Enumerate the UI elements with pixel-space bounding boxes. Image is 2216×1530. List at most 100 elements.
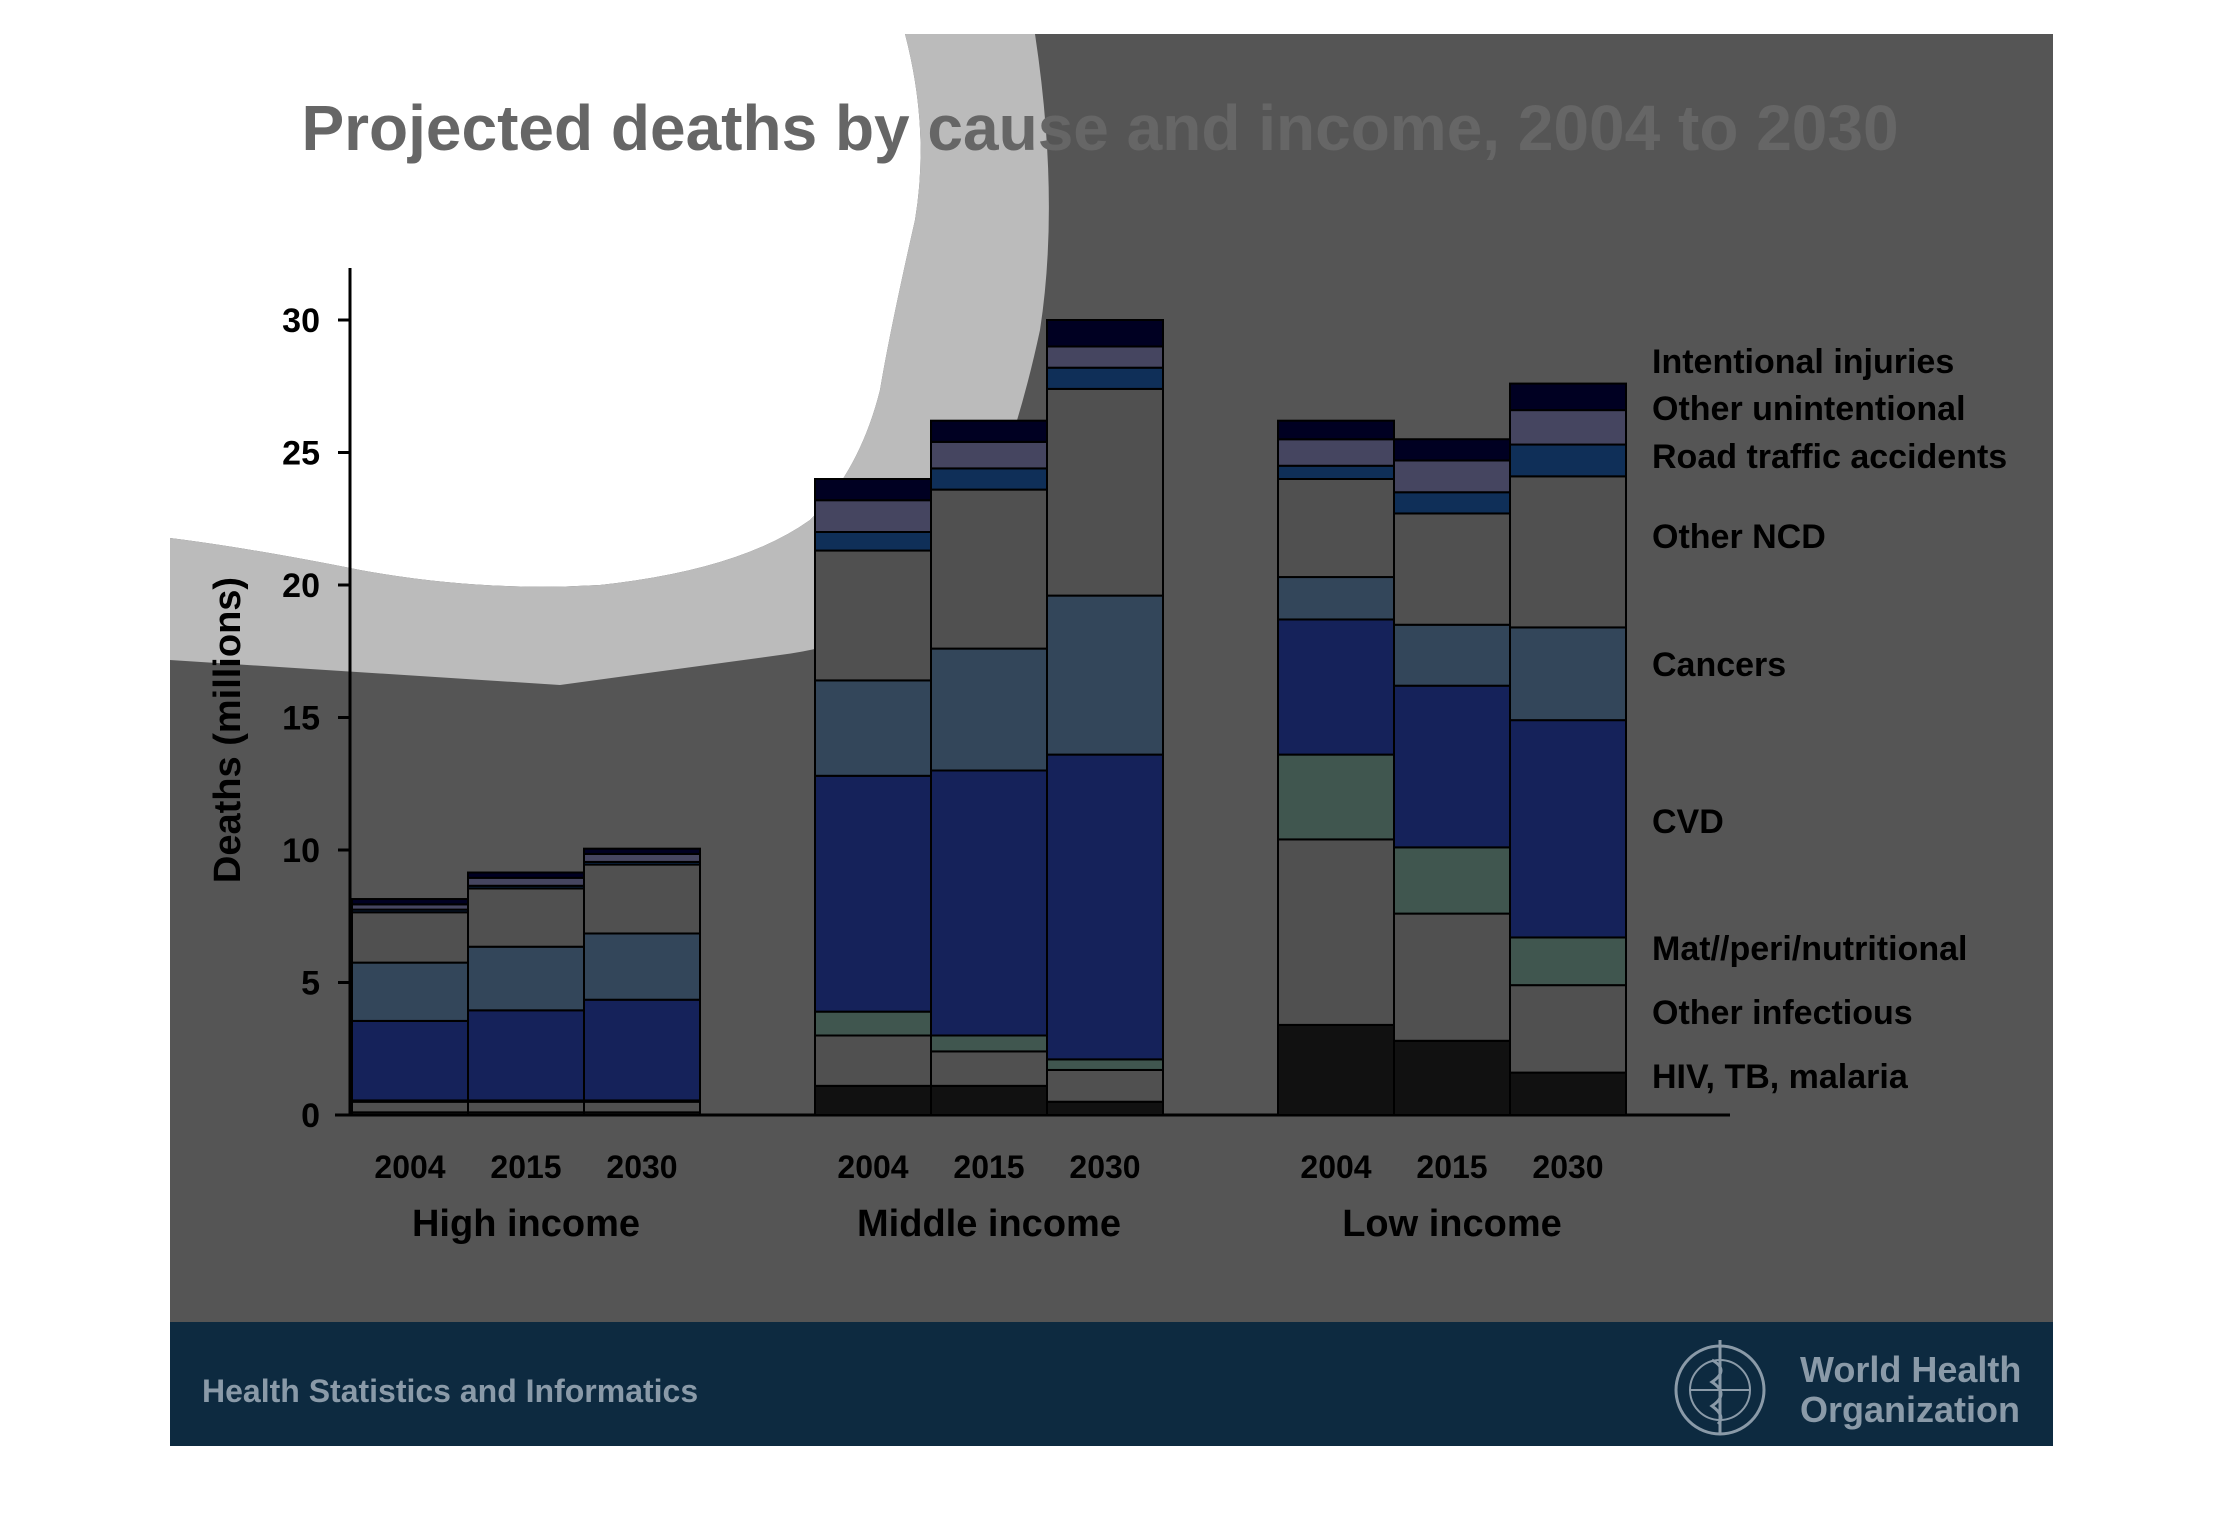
decorative-white-cloud — [170, 34, 921, 587]
bar-segment — [930, 488, 1048, 650]
bar-segment — [930, 769, 1048, 1037]
legend: HIV, TB, malaria Other infectious Mat//per… — [1652, 343, 2007, 1096]
x-tick-label: 2030 — [1532, 1149, 1603, 1185]
bar-segment — [814, 531, 932, 552]
bar-segment — [1046, 1058, 1164, 1071]
bar-segment — [1046, 345, 1164, 369]
bar-segment — [467, 945, 585, 1012]
bar-segment — [1046, 1068, 1164, 1103]
legend-item-label: CVD — [1652, 803, 1724, 841]
bar-segment — [1509, 409, 1627, 446]
bar-segment — [1509, 382, 1627, 412]
legend-item-label: Intentional injuries — [1652, 343, 1954, 381]
bar-segment — [930, 1034, 1048, 1053]
bar-segment — [1046, 594, 1164, 756]
bar-segment — [467, 1009, 585, 1102]
bar-segment — [930, 1050, 1048, 1087]
bar-segment — [1393, 684, 1511, 849]
bar-segment — [1046, 753, 1164, 1061]
bar-segment — [351, 961, 469, 1022]
footer-text: Health Statistics and Informatics — [202, 1373, 698, 1409]
x-tick-label: 2004 — [1300, 1149, 1371, 1185]
bar-segment — [1277, 478, 1395, 579]
bar-segment — [814, 499, 932, 534]
bar-segment — [1393, 491, 1511, 515]
bar-segment — [467, 876, 585, 887]
legend-item-label: Mat//peri/nutritional — [1652, 930, 1967, 968]
legend-item-label: Other infectious — [1652, 994, 1913, 1032]
y-tick-label: 25 — [282, 435, 320, 473]
bar-segment — [351, 1019, 469, 1102]
logo-text-line2: Organization — [1800, 1389, 2020, 1430]
bar-segment — [1509, 443, 1627, 478]
bar-segment — [351, 898, 469, 906]
bar-segment — [1509, 936, 1627, 987]
bar-segment — [1393, 623, 1511, 687]
y-tick-label: 0 — [301, 1097, 320, 1135]
legend-item-label: Cancers — [1652, 646, 1786, 684]
bar-segment — [1393, 459, 1511, 494]
bar-segment — [814, 1084, 932, 1116]
bar-segment — [583, 847, 701, 855]
bar-segment — [1393, 846, 1511, 915]
bar-segment — [1509, 475, 1627, 629]
bar-segment — [583, 852, 701, 863]
bar-segment — [1277, 1023, 1395, 1117]
bar-segment — [814, 478, 932, 502]
y-axis-label: Deaths (millions) — [207, 577, 249, 883]
bar-segment — [1277, 838, 1395, 1026]
bar-segment — [930, 647, 1048, 772]
bar-segment — [467, 1100, 585, 1114]
x-tick-label: 2015 — [1416, 1149, 1487, 1185]
legend-item-label: HIV, TB, malaria — [1652, 1058, 1909, 1096]
bar-segment — [1046, 387, 1164, 597]
bar-segment — [1277, 438, 1395, 467]
bar-segment — [1393, 912, 1511, 1042]
bar-segment — [467, 887, 585, 948]
x-tick-label: 2004 — [374, 1149, 445, 1185]
group-label: High income — [412, 1203, 640, 1245]
legend-item-label: Other unintentional — [1652, 390, 1966, 428]
bar-segment — [930, 419, 1048, 443]
bar-segment — [814, 1010, 932, 1037]
bar-segment — [1046, 319, 1164, 348]
bar-segment — [814, 1034, 932, 1087]
bar-segment — [351, 911, 469, 964]
bar-segment — [930, 440, 1048, 470]
y-tick-label: 5 — [301, 965, 320, 1003]
bar-segment — [1046, 366, 1164, 390]
x-tick-label: 2030 — [1069, 1149, 1140, 1185]
bar-segment — [1509, 626, 1627, 722]
y-tick-label: 20 — [282, 567, 320, 605]
bar-segment — [814, 774, 932, 1013]
y-tick-label: 30 — [282, 302, 320, 340]
bar-segment — [583, 998, 701, 1102]
bar-segment — [1393, 512, 1511, 626]
bar-segment — [1277, 419, 1395, 441]
x-tick-label: 2004 — [837, 1149, 908, 1185]
bar-segment — [1509, 984, 1627, 1074]
who-emblem-icon — [1674, 1340, 1766, 1436]
bar-segment — [930, 1084, 1048, 1116]
bar-segment — [1277, 618, 1395, 756]
bar-segment — [930, 467, 1048, 491]
group-label: Low income — [1342, 1203, 1562, 1245]
bar-segment — [583, 932, 701, 1001]
bar-segment — [467, 871, 585, 879]
bar-segment — [1509, 1071, 1627, 1116]
bar-segment — [1509, 719, 1627, 939]
y-tick-label: 15 — [282, 700, 320, 738]
x-tick-label: 2030 — [606, 1149, 677, 1185]
bar-segment — [1393, 438, 1511, 462]
bar-segment — [814, 549, 932, 682]
y-tick-label: 10 — [282, 832, 320, 870]
bar-segment — [1277, 464, 1395, 480]
legend-item-label: Other NCD — [1652, 518, 1826, 556]
bar-segment — [351, 1100, 469, 1114]
group-label: Middle income — [857, 1203, 1121, 1245]
x-tick-label: 2015 — [953, 1149, 1024, 1185]
y-axis-ticks: 0 5 10 15 20 25 30 — [282, 302, 350, 1135]
bar-segment — [583, 1100, 701, 1114]
legend-item-label: Road traffic accidents — [1652, 438, 2007, 476]
